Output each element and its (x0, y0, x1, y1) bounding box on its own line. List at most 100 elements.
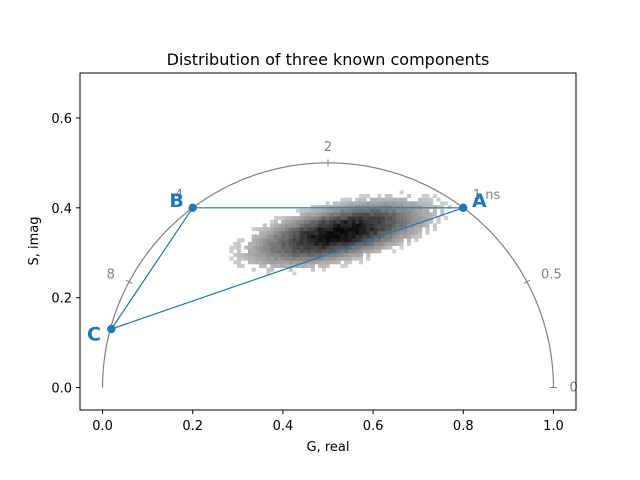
histogram-bin (344, 212, 349, 217)
histogram-bin (399, 241, 404, 246)
histogram-bin (351, 216, 356, 221)
histogram-bin (440, 208, 445, 213)
histogram-bin (333, 260, 338, 265)
histogram-bin (436, 197, 441, 202)
histogram-bin (347, 205, 352, 210)
y-tick-label: 0.0 (51, 382, 72, 397)
histogram-bin (333, 256, 338, 261)
histogram-bin (307, 256, 312, 261)
y-axis-label: S, imag (27, 216, 42, 265)
histogram-bin (318, 241, 323, 246)
histogram-bin (377, 223, 382, 228)
histogram-bin (355, 227, 360, 232)
histogram-bin (344, 227, 349, 232)
histogram-bin (251, 234, 256, 239)
histogram-bin (318, 212, 323, 217)
histogram-bin (414, 223, 419, 228)
histogram-bin (366, 256, 371, 261)
histogram-bin (340, 252, 345, 257)
histogram-bin (262, 252, 267, 257)
histogram-bin (236, 241, 241, 246)
histogram-bin (296, 223, 301, 228)
histogram-bin (355, 205, 360, 210)
histogram-bin (310, 230, 315, 235)
histogram-bin (340, 230, 345, 235)
histogram-bin (399, 190, 404, 195)
histogram-bin (333, 201, 338, 206)
histogram-bin (325, 216, 330, 221)
histogram-bin (407, 212, 411, 217)
x-tick-label: 0.4 (273, 419, 294, 434)
histogram-bin (392, 216, 397, 221)
histogram-bin (347, 238, 352, 243)
histogram-bin (370, 245, 375, 250)
histogram-bin (373, 205, 378, 210)
histogram-bin (251, 260, 256, 265)
histogram-bin (344, 252, 349, 257)
histogram-bin (281, 216, 286, 221)
histogram-bin (436, 216, 441, 221)
histogram-bin (325, 230, 330, 235)
histogram-bin (303, 249, 308, 254)
histogram-bin (340, 201, 345, 206)
histogram-bin (307, 249, 312, 254)
histogram-bin (310, 260, 315, 265)
histogram-bin (388, 197, 393, 202)
histogram-bin (395, 219, 400, 224)
histogram-bin (395, 197, 400, 202)
component-label-b: B (169, 190, 183, 212)
histogram-bin (373, 201, 378, 206)
histogram-bin (321, 245, 326, 250)
histogram-bin (366, 249, 371, 254)
histogram-bin (284, 223, 289, 228)
histogram-bin (325, 201, 330, 206)
histogram-bin (399, 216, 404, 221)
histogram-bin (407, 227, 411, 232)
histogram-bin (292, 260, 297, 265)
histogram-bin (277, 216, 282, 221)
histogram-bin (399, 201, 404, 206)
histogram-bin (351, 241, 356, 246)
histogram-bin (288, 241, 293, 246)
histogram-bin (384, 212, 389, 217)
lifetime-tick-label: 0 (569, 381, 577, 396)
histogram-bin (355, 201, 360, 206)
histogram-bin (344, 223, 349, 228)
histogram-bin (381, 201, 386, 206)
histogram-bin (296, 227, 301, 232)
histogram-bin (314, 245, 319, 250)
histogram-bin (270, 256, 275, 261)
histogram-bin (333, 216, 338, 221)
histogram-bin (358, 223, 363, 228)
histogram-bin (418, 219, 423, 224)
histogram-bin (421, 216, 426, 221)
histogram-bin (296, 264, 301, 268)
histogram-bin (321, 238, 326, 243)
histogram-bin (425, 216, 430, 221)
histogram-bin (318, 260, 323, 265)
histogram-bin (333, 245, 338, 250)
histogram-bin (329, 238, 334, 243)
histogram-bin (410, 219, 415, 224)
histogram-bin (344, 197, 349, 202)
histogram-bin (388, 208, 393, 213)
histogram-bin (284, 245, 289, 250)
histogram-bin (333, 205, 338, 210)
histogram-bin (310, 252, 315, 257)
histogram-bin (370, 208, 375, 213)
histogram-bin (418, 205, 423, 210)
histogram-bin (407, 230, 411, 235)
histogram-bin (370, 241, 375, 246)
histogram-bin (395, 205, 400, 210)
histogram-bin (314, 241, 319, 246)
histogram-bin (358, 252, 363, 257)
histogram-bin (314, 234, 319, 239)
histogram-bin (373, 234, 378, 239)
histogram-bin (384, 234, 389, 239)
histogram-bin (347, 256, 352, 261)
histogram-bin (377, 227, 382, 232)
histogram-bin (429, 197, 434, 202)
histogram-bin (310, 234, 315, 239)
histogram-bin (307, 260, 312, 265)
histogram-bin (333, 219, 338, 224)
